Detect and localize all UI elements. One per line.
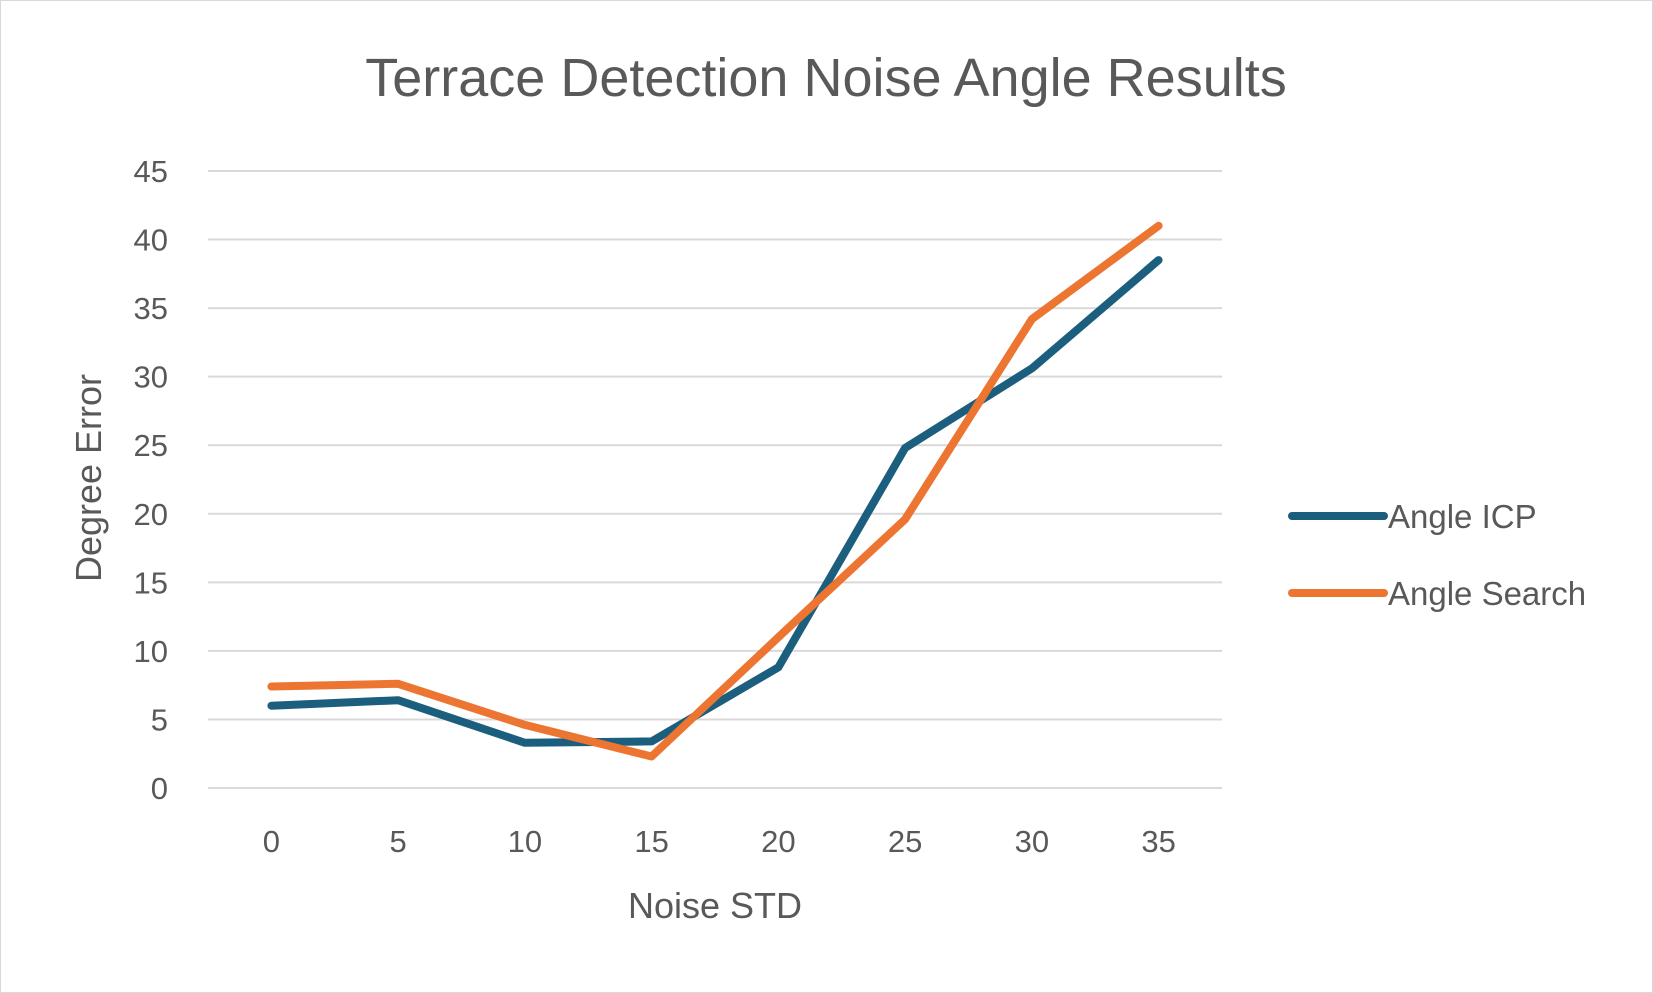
- x-tick-label: 35: [1141, 824, 1175, 859]
- x-tick-label: 5: [390, 824, 407, 859]
- x-tick-label: 20: [761, 824, 795, 859]
- legend-label: Angle Search: [1388, 575, 1586, 612]
- series-line-angle-search: [267, 221, 1163, 761]
- y-tick-label: 20: [134, 497, 168, 532]
- x-tick-label: 25: [888, 824, 922, 859]
- legend-label: Angle ICP: [1388, 498, 1537, 535]
- legend: Angle ICP Angle Search: [1288, 498, 1586, 612]
- chart-title: Terrace Detection Noise Angle Results: [365, 48, 1286, 108]
- y-tick-label: 15: [134, 565, 168, 600]
- gridlines: [208, 170, 1222, 789]
- y-axis-ticks: 0 5 10 15 20 25 30 35 40 45: [134, 154, 168, 806]
- y-tick-label: 45: [134, 154, 168, 189]
- series-lines: [267, 221, 1163, 761]
- x-tick-label: 15: [634, 824, 668, 859]
- y-tick-label: 40: [134, 223, 168, 258]
- x-tick-label: 30: [1015, 824, 1049, 859]
- y-tick-label: 30: [134, 360, 168, 395]
- series-line-angle-icp: [267, 256, 1163, 747]
- x-axis-ticks: 0 5 10 15 20 25 30 35: [263, 824, 1176, 859]
- y-tick-label: 10: [134, 634, 168, 669]
- x-tick-label: 10: [508, 824, 542, 859]
- y-tick-label: 35: [134, 291, 168, 326]
- y-tick-label: 25: [134, 428, 168, 463]
- x-tick-label: 0: [263, 824, 280, 859]
- y-axis-title: Degree Error: [68, 374, 109, 582]
- y-tick-label: 5: [151, 702, 168, 737]
- y-tick-label: 0: [151, 771, 168, 806]
- x-axis-title: Noise STD: [628, 885, 802, 926]
